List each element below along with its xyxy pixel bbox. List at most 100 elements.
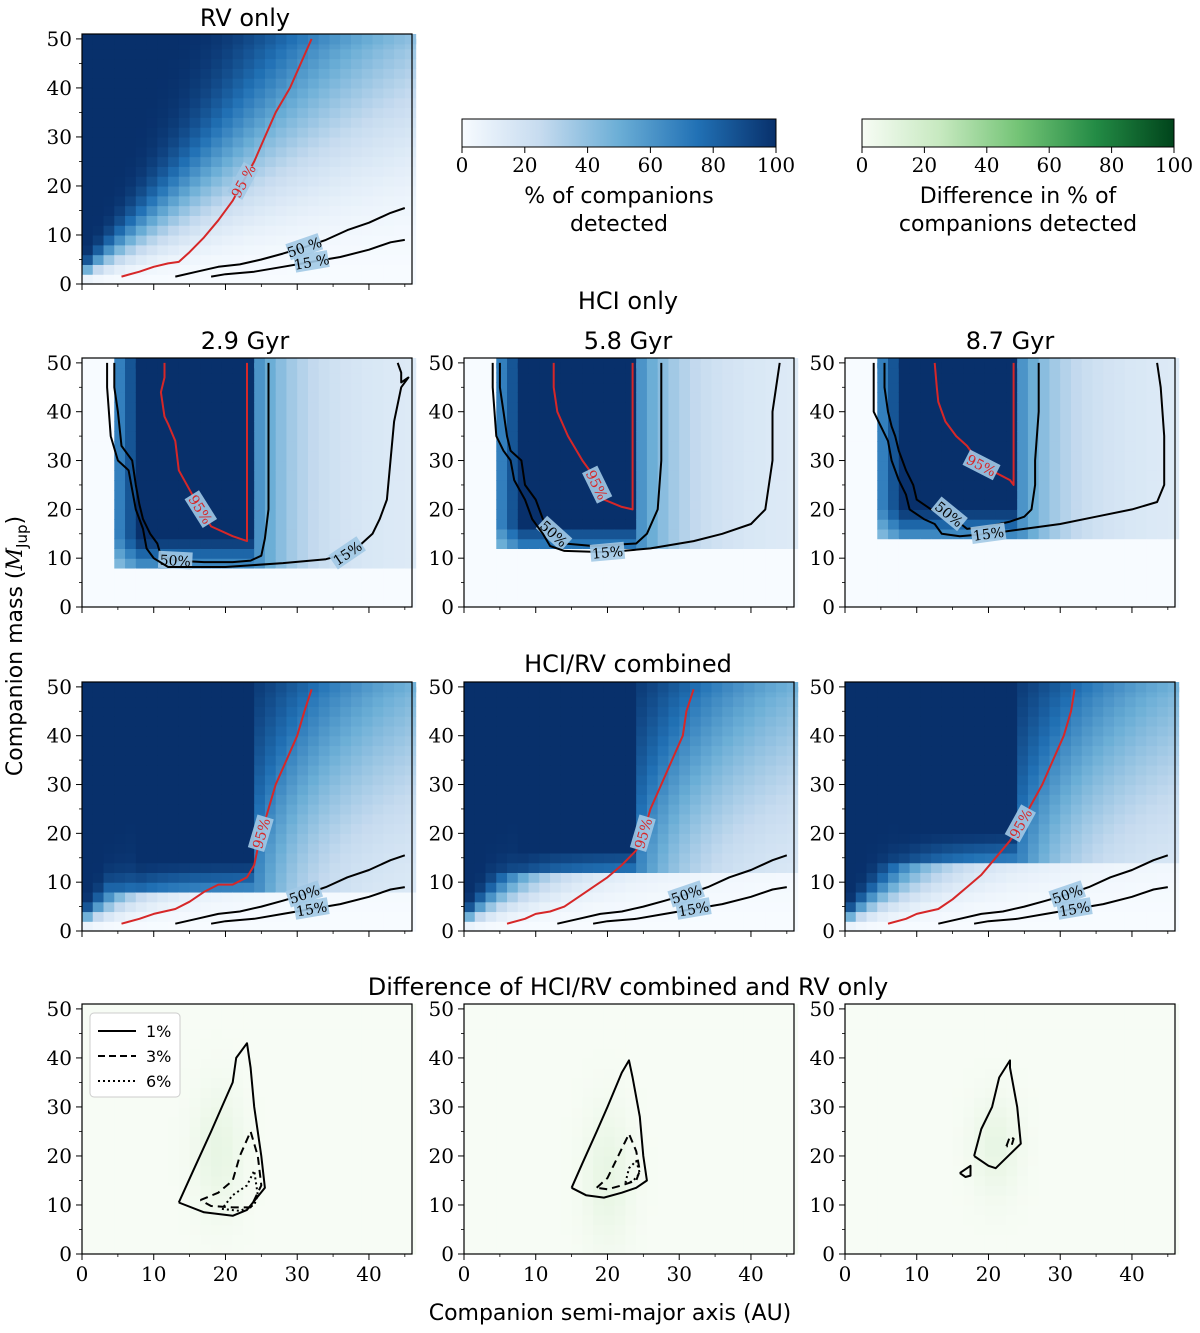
heatmap-cell (254, 882, 266, 893)
heatmap-cell (1070, 548, 1083, 559)
heatmap-cell (232, 735, 245, 747)
heatmap-cell (178, 519, 191, 530)
heatmap-cell (1060, 538, 1072, 550)
heatmap-cell (474, 862, 487, 874)
heatmap-cell (318, 58, 331, 69)
heatmap-cell (636, 538, 648, 550)
heatmap-cell (754, 901, 766, 913)
heatmap-cell (211, 136, 223, 148)
heatmap-cell (286, 372, 298, 384)
heatmap-cell (254, 195, 266, 207)
heatmap-cell (146, 411, 158, 423)
heatmap-cell (82, 489, 94, 501)
heatmap-cell (485, 891, 497, 903)
heatmap-cell (657, 696, 670, 708)
heatmap-cell (307, 862, 320, 874)
heatmap-cell (1146, 392, 1158, 403)
heatmap-cell (689, 804, 702, 815)
heatmap-cell (372, 901, 384, 913)
heatmap-cell (286, 716, 298, 727)
heatmap-cell (135, 716, 148, 727)
heatmap-cell (877, 567, 889, 579)
heatmap-cell (275, 136, 288, 148)
heatmap-cell (92, 68, 105, 79)
heatmap-cell (114, 872, 126, 883)
heatmap-cell (464, 882, 476, 893)
heatmap-cell (464, 706, 476, 717)
heatmap-cell (178, 911, 191, 922)
heatmap-cell (135, 460, 148, 471)
heatmap-cell (560, 706, 573, 717)
heatmap-cell (114, 519, 126, 530)
heatmap-cell (135, 146, 148, 158)
heatmap-cell (1103, 382, 1115, 393)
heatmap-cell (404, 538, 417, 550)
heatmap-cell (754, 587, 766, 598)
heatmap-cell (679, 823, 691, 834)
heatmap-cell (733, 921, 745, 932)
heatmap-cell (507, 823, 519, 834)
heatmap-cell (232, 891, 245, 903)
heatmap-cell (743, 372, 756, 384)
heatmap-cell (92, 421, 105, 432)
heatmap-cell (168, 136, 180, 148)
heatmap-cell (103, 107, 115, 118)
heatmap-cell (168, 234, 180, 246)
heatmap-cell (888, 489, 900, 501)
heatmap-cell (1027, 499, 1040, 510)
heatmap-cell (254, 558, 266, 569)
heatmap-cell (657, 911, 670, 922)
heatmap-cell (603, 597, 616, 608)
heatmap-cell (496, 911, 508, 922)
heatmap-cell (689, 597, 702, 608)
heatmap-cell (517, 401, 530, 413)
heatmap-cell (657, 372, 670, 384)
heatmap-cell (636, 392, 648, 403)
heatmap-cell (82, 745, 94, 756)
heatmap-cell (700, 392, 713, 403)
heatmap-cell (404, 441, 417, 452)
heatmap-cell (539, 706, 551, 717)
heatmap-cell (689, 538, 702, 550)
heatmap-cell (200, 48, 212, 60)
heatmap-cell (254, 34, 266, 45)
heatmap-cell (1124, 441, 1137, 452)
heatmap-cell (668, 735, 680, 747)
heatmap-cell (103, 195, 115, 207)
heatmap-cell (232, 489, 245, 501)
heatmap-cell (700, 528, 713, 540)
heatmap-cell (125, 215, 137, 226)
heatmap-cell (528, 372, 540, 384)
heatmap-cell (679, 358, 691, 369)
heatmap-cell (550, 911, 562, 922)
heatmap-cell (243, 794, 255, 805)
heatmap-cell (383, 264, 395, 275)
heatmap-cell (82, 107, 94, 118)
heatmap-cell (264, 97, 277, 109)
colorbar-green-tick-label: 100 (1155, 153, 1193, 177)
heatmap-cell (307, 421, 320, 432)
heatmap-cell (200, 244, 212, 256)
heatmap-cell (1092, 372, 1104, 384)
heatmap-cell (243, 78, 255, 89)
heatmap-cell (275, 862, 288, 874)
heatmap-cell (754, 682, 766, 693)
heatmap-cell (286, 441, 298, 452)
y-tick-label: 30 (47, 449, 72, 473)
heatmap-cell (254, 470, 266, 481)
heatmap-cell (329, 68, 341, 79)
heatmap-cell (114, 58, 126, 69)
heatmap-cell (361, 97, 374, 109)
heatmap-cell (571, 682, 583, 693)
heatmap-cell (1006, 528, 1018, 540)
heatmap-cell (275, 891, 288, 903)
heatmap-cell (754, 921, 766, 932)
heatmap-cell (286, 136, 298, 148)
heatmap-cell (82, 587, 94, 598)
heatmap-cell (135, 382, 148, 393)
heatmap-cell (593, 833, 605, 844)
heatmap-cell (711, 706, 723, 717)
heatmap-cell (221, 48, 234, 60)
heatmap-cell (507, 382, 519, 393)
heatmap-cell (286, 274, 298, 285)
